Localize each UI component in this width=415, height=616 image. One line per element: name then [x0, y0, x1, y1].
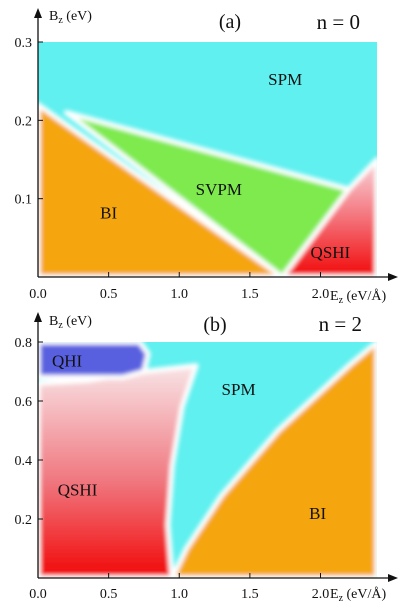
y-tick-label: 0.2	[15, 513, 33, 528]
region-layer	[38, 342, 377, 578]
y-tick-label: 0.8	[15, 336, 33, 351]
plot-area	[38, 42, 377, 277]
plot-area	[38, 342, 377, 578]
x-tick-label: 2.0	[312, 287, 330, 302]
x-axis-label: Ez (eV/Å)	[330, 288, 387, 306]
y-axis-label: Bz (eV)	[49, 314, 92, 331]
x-tick-label: 1.0	[171, 287, 189, 302]
x-axis-arrow	[388, 574, 398, 582]
x-tick-label: 0.0	[29, 287, 47, 302]
region-label-spm: SPM	[268, 70, 302, 89]
panel-tag: (b)	[203, 314, 226, 336]
x-tick-label: 1.5	[241, 587, 259, 602]
region-layer	[38, 102, 377, 277]
region-label-qshi: QSHI	[311, 243, 351, 262]
x-axis-label: Ez (eV/Å)	[330, 586, 387, 604]
region-bi	[169, 342, 377, 578]
x-tick-label: 2.0	[312, 587, 330, 602]
y-axis-label: Bz (eV)	[49, 9, 92, 26]
x-tick-label: 1.0	[171, 587, 189, 602]
region-label-qhi: QHI	[52, 351, 83, 370]
region-label-spm: SPM	[222, 380, 256, 399]
region-qhi	[38, 342, 151, 380]
region-label-svpm: SVPM	[196, 180, 242, 199]
x-tick-label: 1.5	[241, 287, 259, 302]
region-label-qshi: QSHI	[58, 480, 98, 499]
chart-panels: BI SVPM QSHI SPM 0.0 0.5 1.0 1.5 2.0 0.1 0.2 0.3 Bz …	[15, 8, 398, 604]
y-tick-label: 0.3	[15, 36, 33, 51]
x-tick-label: 0.5	[100, 587, 118, 602]
x-tick-label: 0.5	[100, 287, 118, 302]
y-axis-arrow	[34, 312, 42, 322]
panel-title: n = 2	[319, 312, 362, 336]
panel-0: BI SVPM QSHI SPM 0.0 0.5 1.0 1.5 2.0 0.1 0.2 0.3 Bz …	[15, 8, 398, 306]
panel-title: n = 0	[317, 10, 360, 34]
region-qshi	[38, 363, 199, 578]
y-axis-arrow	[34, 8, 42, 18]
region-label-bi: BI	[100, 203, 117, 222]
region-qshi	[279, 157, 377, 277]
x-axis-arrow	[388, 273, 398, 281]
panel-tag: (a)	[219, 11, 241, 33]
y-tick-label: 0.1	[15, 193, 33, 208]
y-tick-label: 0.4	[15, 454, 33, 469]
region-bi	[38, 102, 285, 277]
x-tick-label: 0.0	[29, 587, 47, 602]
y-tick-label: 0.2	[15, 114, 33, 129]
panel-1: BI QSHI QHI SPM 0.0 0.5 1.0 1.5 2.0 0.2 0.4 0.6 0.8 B…	[15, 312, 398, 604]
y-tick-label: 0.6	[15, 395, 33, 410]
region-label-bi: BI	[309, 504, 326, 523]
